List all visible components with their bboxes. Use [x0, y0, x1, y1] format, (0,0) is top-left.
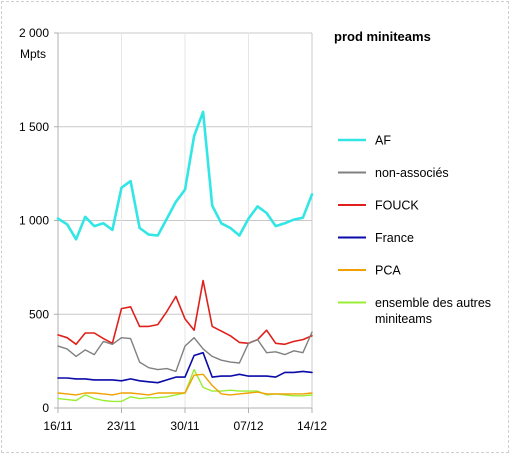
legend-label: non-associés — [375, 166, 449, 180]
series-line — [57, 351, 313, 384]
y-tick-label: 2 000 — [19, 26, 49, 40]
series-line — [57, 373, 313, 396]
x-tick-label: 14/12 — [297, 419, 327, 433]
legend-label: ensemble des autres miniteams — [375, 296, 491, 326]
legend: AF non-associés FOUCK France PCA ensemble des… — [338, 134, 491, 326]
x-tick-label: 30/11 — [170, 419, 199, 433]
legend-label: PCA — [375, 264, 401, 278]
chart-title: prod miniteams — [334, 29, 431, 44]
y-tick-labels: 0 500 1 000 1 500 2 000 — [19, 26, 49, 415]
legend-label: AF — [375, 134, 391, 148]
y-tick-label: 0 — [42, 401, 49, 415]
series-line — [57, 279, 313, 346]
series-line — [56, 110, 314, 241]
y-axis-label: Mpts — [20, 47, 46, 61]
y-tick-label: 500 — [29, 307, 49, 321]
series-line — [57, 331, 313, 373]
y-tick-label: 1 000 — [19, 214, 49, 228]
x-tick-label: 07/12 — [233, 419, 263, 433]
x-tick-label: 23/11 — [107, 419, 136, 433]
series-lines — [56, 110, 314, 403]
legend-label: FOUCK — [375, 199, 419, 213]
y-tick-label: 1 500 — [19, 120, 49, 134]
x-tick-labels: 16/11 23/11 30/11 07/12 14/12 — [43, 419, 327, 433]
legend-label: France — [375, 231, 414, 245]
x-tick-label: 16/11 — [43, 419, 72, 433]
